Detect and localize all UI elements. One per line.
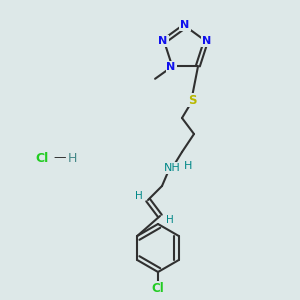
Text: Cl: Cl [35,152,49,164]
Text: N: N [167,62,176,72]
Text: —: — [54,152,66,164]
Text: N: N [180,20,190,30]
Text: H: H [184,161,192,171]
Text: NH: NH [164,163,180,173]
Text: H: H [166,215,174,225]
Text: H: H [135,191,143,201]
Text: Cl: Cl [152,281,164,295]
Text: N: N [158,36,168,46]
Text: N: N [202,36,212,46]
Text: S: S [188,94,196,106]
Text: H: H [67,152,77,164]
